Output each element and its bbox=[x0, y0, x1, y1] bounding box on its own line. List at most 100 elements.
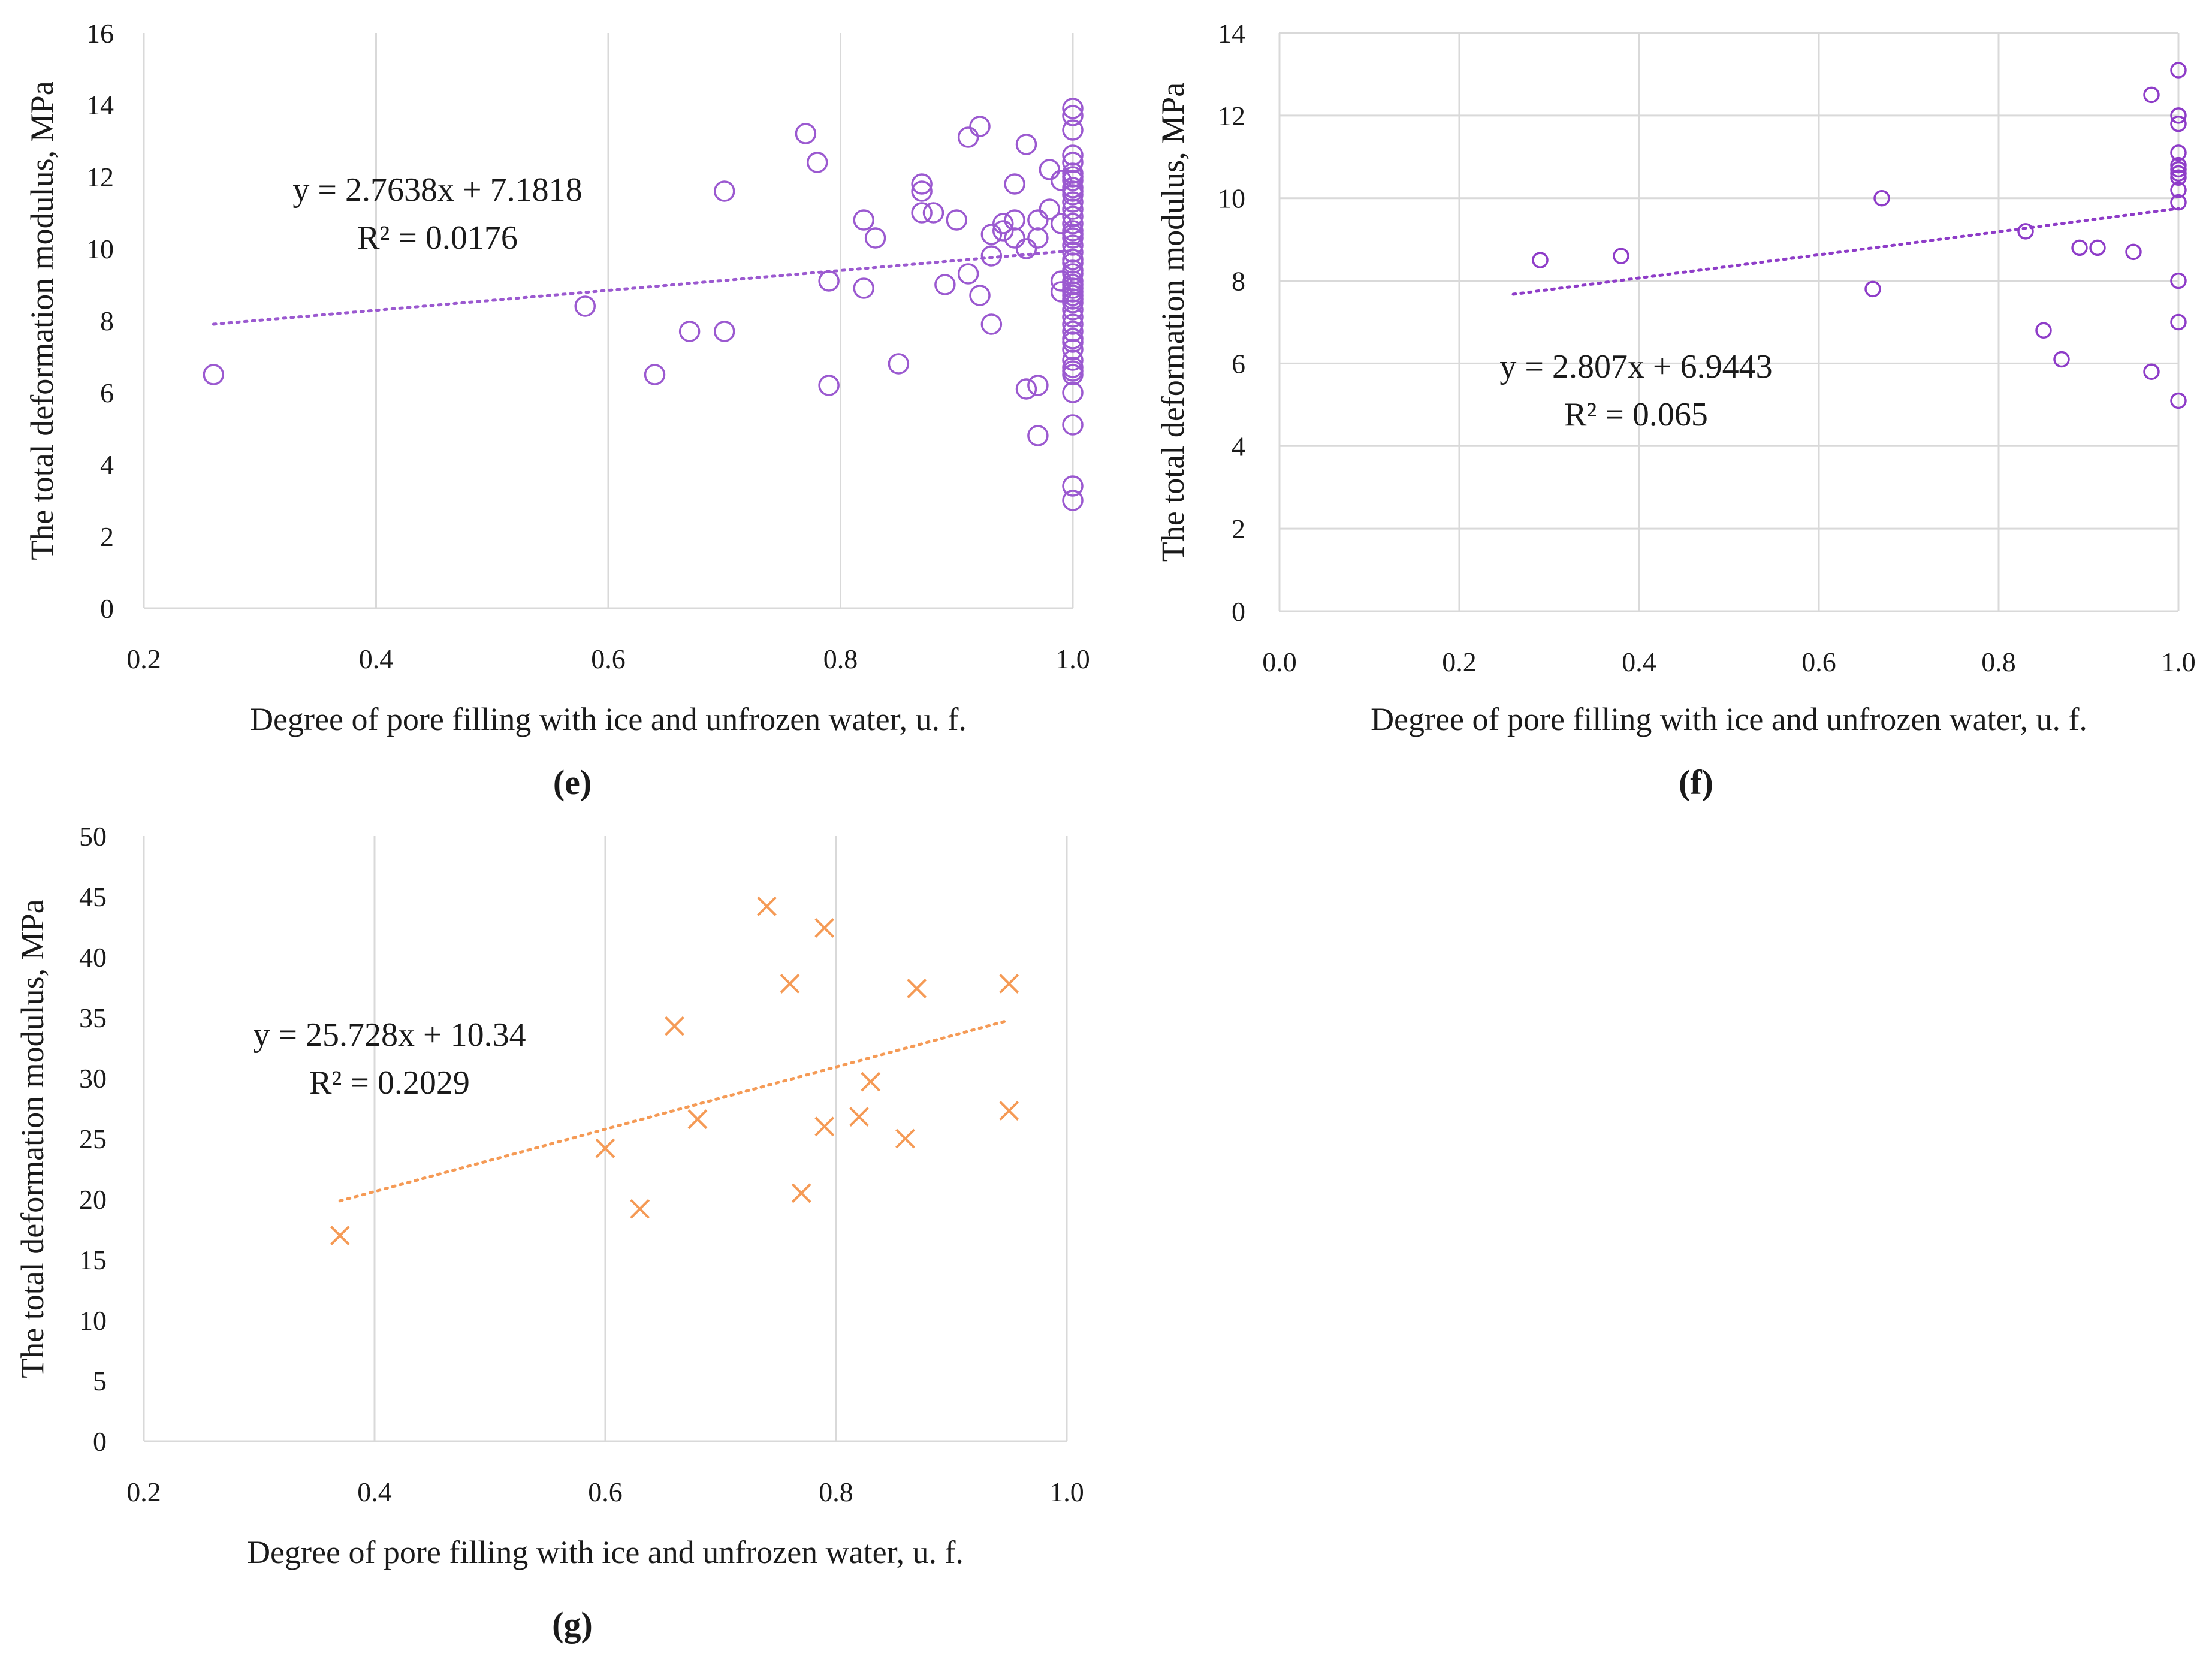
data-point bbox=[791, 1183, 811, 1203]
data-point bbox=[1062, 152, 1084, 173]
x-tick-label: 0.6 bbox=[1801, 647, 1836, 677]
data-point bbox=[1062, 162, 1084, 184]
data-point bbox=[814, 1116, 835, 1137]
x-tick-label: 0.4 bbox=[357, 1477, 392, 1507]
x-axis-title: Degree of pore filling with ice and unfr… bbox=[247, 1534, 964, 1570]
data-point bbox=[1062, 263, 1084, 285]
x-tick-label: 0.2 bbox=[126, 644, 161, 674]
y-tick-label: 15 bbox=[79, 1245, 107, 1275]
x-axis-title: Degree of pore filling with ice and unfr… bbox=[250, 701, 967, 737]
data-point bbox=[980, 313, 1003, 335]
chart-g: 0.2 0.4 0.6 0.8 1.0 0 5 10 15 20 25 30 35 40 45 50 Degre… bbox=[14, 821, 1084, 1644]
y-axis-title: The total deformation modulus, MPa bbox=[14, 899, 50, 1378]
data-point bbox=[2143, 86, 2160, 104]
y-tick-label: 4 bbox=[1232, 431, 1245, 461]
trendline bbox=[1511, 207, 2180, 296]
data-point bbox=[665, 1016, 684, 1036]
x-axis-title: Degree of pore filling with ice and unfr… bbox=[1371, 701, 2087, 737]
data-point bbox=[2170, 165, 2187, 182]
y-tick-label: 2 bbox=[100, 521, 114, 552]
y-axis-title: The total deformation modulus, MPa bbox=[1155, 83, 1191, 562]
data-point bbox=[1050, 281, 1072, 303]
y-tick-label: 8 bbox=[100, 306, 114, 336]
x-tick-label: 0.8 bbox=[823, 644, 858, 674]
data-point bbox=[2125, 243, 2142, 261]
data-point bbox=[2143, 363, 2160, 380]
y-tick-label: 40 bbox=[79, 942, 107, 973]
x-tick-label: 0.6 bbox=[591, 644, 626, 674]
data-point bbox=[1062, 292, 1084, 313]
data-point bbox=[1062, 321, 1084, 342]
y-tick-label: 12 bbox=[1218, 101, 1245, 131]
data-point bbox=[2170, 115, 2187, 132]
data-point bbox=[1062, 144, 1084, 166]
y-tick-label: 0 bbox=[100, 593, 114, 624]
data-point bbox=[969, 116, 991, 137]
data-point bbox=[888, 353, 910, 375]
data-point bbox=[2170, 107, 2187, 124]
y-axis-title: The total deformation modulus, MPa bbox=[24, 81, 60, 560]
data-point bbox=[814, 918, 835, 938]
data-point bbox=[1062, 414, 1084, 436]
x-tick-label: 0.2 bbox=[1442, 647, 1477, 677]
data-point bbox=[818, 270, 840, 292]
data-point bbox=[1062, 339, 1084, 360]
data-point bbox=[922, 202, 944, 224]
data-point bbox=[853, 277, 874, 299]
y-tick-label: 0 bbox=[93, 1426, 107, 1457]
data-point bbox=[1015, 378, 1037, 400]
y-tick-label: 6 bbox=[100, 378, 114, 408]
data-point bbox=[1062, 234, 1084, 256]
data-point bbox=[999, 974, 1019, 994]
data-point bbox=[1062, 105, 1084, 126]
data-point bbox=[1027, 209, 1049, 231]
data-point bbox=[992, 213, 1014, 234]
data-point bbox=[911, 173, 933, 195]
data-point bbox=[999, 1101, 1019, 1121]
data-point bbox=[818, 375, 840, 396]
data-point bbox=[1062, 213, 1084, 234]
data-point bbox=[2035, 322, 2052, 339]
data-point bbox=[2071, 239, 2088, 256]
data-point bbox=[1015, 134, 1037, 155]
y-tick-label: 14 bbox=[86, 90, 114, 120]
data-point bbox=[895, 1128, 915, 1149]
data-point bbox=[1532, 252, 1549, 268]
y-tick-label: 0 bbox=[1232, 596, 1245, 627]
data-point bbox=[1062, 191, 1084, 213]
data-point bbox=[1062, 119, 1084, 141]
data-point bbox=[1062, 198, 1084, 220]
data-point bbox=[1062, 306, 1084, 328]
y-tick-label: 4 bbox=[100, 449, 114, 480]
y-tick-label: 10 bbox=[1218, 183, 1245, 214]
y-tick-label: 50 bbox=[79, 821, 107, 852]
data-point bbox=[1004, 227, 1025, 249]
y-tick-label: 2 bbox=[1232, 514, 1245, 544]
data-point bbox=[1062, 206, 1084, 227]
y-tick-label: 35 bbox=[79, 1003, 107, 1033]
data-point bbox=[1062, 364, 1084, 385]
data-point bbox=[849, 1107, 869, 1127]
data-point bbox=[2170, 144, 2187, 161]
trendline-r-squared: R² = 0.065 bbox=[1564, 396, 1708, 433]
data-point bbox=[678, 321, 701, 342]
data-point bbox=[1004, 173, 1025, 195]
data-point bbox=[2170, 156, 2187, 174]
data-point bbox=[1050, 270, 1072, 292]
data-point bbox=[1062, 242, 1084, 263]
data-point bbox=[911, 180, 933, 202]
data-point bbox=[330, 1226, 350, 1246]
data-point bbox=[980, 245, 1003, 267]
data-point bbox=[1027, 425, 1049, 446]
y-tick-label: 10 bbox=[86, 234, 114, 264]
data-point bbox=[1062, 299, 1084, 321]
y-tick-label: 45 bbox=[79, 882, 107, 912]
data-point bbox=[957, 126, 979, 148]
data-point bbox=[1050, 170, 1072, 191]
data-point bbox=[1873, 189, 1890, 207]
x-tick-label: 1.0 bbox=[1055, 644, 1090, 674]
data-point bbox=[1062, 224, 1084, 245]
data-point bbox=[1062, 180, 1084, 202]
y-tick-label: 12 bbox=[86, 162, 114, 192]
